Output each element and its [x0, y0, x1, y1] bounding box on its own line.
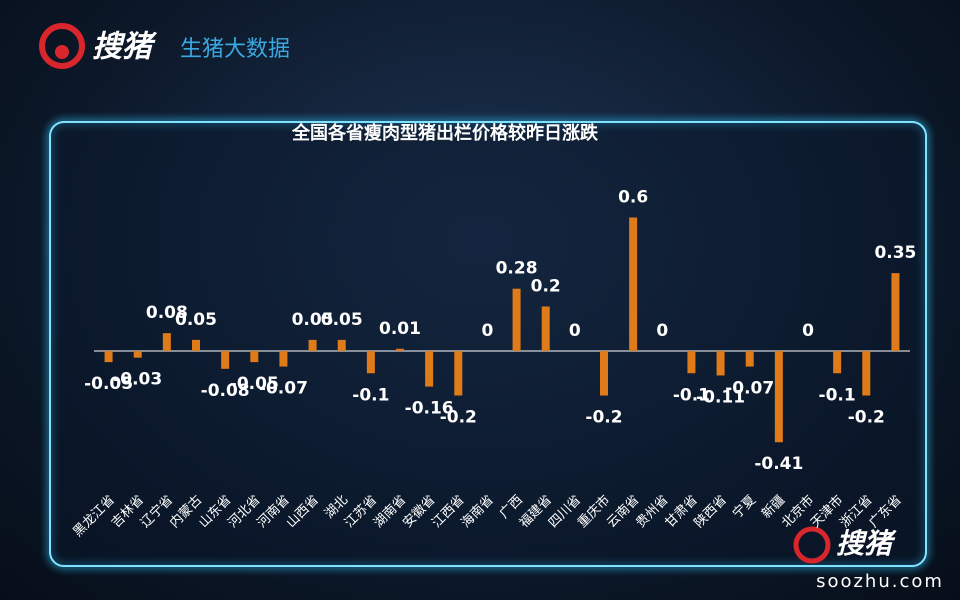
data-label: -0.2: [585, 408, 622, 428]
data-label: -0.07: [259, 379, 308, 399]
bar: [454, 351, 463, 396]
logo-icon: [39, 23, 85, 69]
logo-text: 搜猪: [92, 30, 157, 65]
data-label: 0: [656, 321, 668, 341]
bar: [512, 288, 521, 351]
bar: [366, 351, 375, 374]
bar: [600, 351, 608, 396]
bar: [192, 339, 200, 351]
data-label: -0.03: [113, 370, 162, 390]
bar: [279, 351, 288, 367]
data-label: 0: [802, 321, 814, 341]
bar: [774, 351, 783, 443]
bar: [425, 351, 434, 387]
bar: [396, 348, 404, 351]
tagline: 生猪大数据: [180, 37, 290, 62]
bar: [629, 217, 638, 351]
data-label: -0.1: [352, 385, 389, 405]
data-label: 0.6: [618, 188, 648, 208]
data-label: -0.1: [819, 385, 856, 405]
data-label: -0.07: [725, 379, 774, 399]
logo-icon: [55, 45, 69, 59]
chart-title: 全国各省瘦肉型猪出栏价格较昨日涨跌: [291, 122, 599, 143]
watermark-icon: [793, 526, 831, 564]
bar: [250, 351, 259, 363]
bar: [716, 351, 725, 376]
bar: [891, 273, 900, 351]
bar: [162, 333, 171, 351]
data-label: -0.08: [201, 381, 250, 401]
bar: [541, 306, 550, 351]
data-label: -0.2: [848, 408, 885, 428]
bar: [221, 351, 230, 369]
data-label: 0.28: [496, 259, 538, 279]
bar: [104, 351, 113, 363]
bar: [337, 339, 346, 351]
bar: [862, 351, 871, 396]
data-label: 0.05: [292, 310, 334, 330]
watermark-text: 搜猪: [836, 527, 897, 560]
data-label: 0.2: [531, 277, 561, 297]
panel: [49, 121, 927, 567]
data-label: 0.05: [175, 310, 217, 330]
logo: 搜猪 生猪大数据: [39, 23, 290, 69]
bar: [745, 351, 754, 367]
data-label: -0.1: [673, 385, 710, 405]
bar: [133, 351, 142, 358]
data-label: -0.05: [230, 374, 279, 394]
data-label: -0.11: [696, 387, 745, 407]
bar: [308, 339, 317, 351]
data-label: -0.2: [440, 408, 477, 428]
bar: [833, 351, 842, 374]
data-label: -0.05: [84, 374, 133, 394]
data-label: -0.41: [754, 454, 803, 474]
data-label: 0.01: [379, 319, 421, 339]
data-label: 0.08: [146, 303, 188, 323]
watermark-url: soozhu.com: [816, 571, 944, 592]
bar: [687, 351, 696, 374]
data-label: -0.16: [405, 399, 454, 419]
data-label: 0: [569, 321, 581, 341]
watermark: 搜猪 soozhu.com: [793, 526, 944, 592]
data-label: 0.05: [321, 310, 363, 330]
data-label: 0.35: [874, 243, 916, 263]
data-label: 0: [482, 321, 494, 341]
